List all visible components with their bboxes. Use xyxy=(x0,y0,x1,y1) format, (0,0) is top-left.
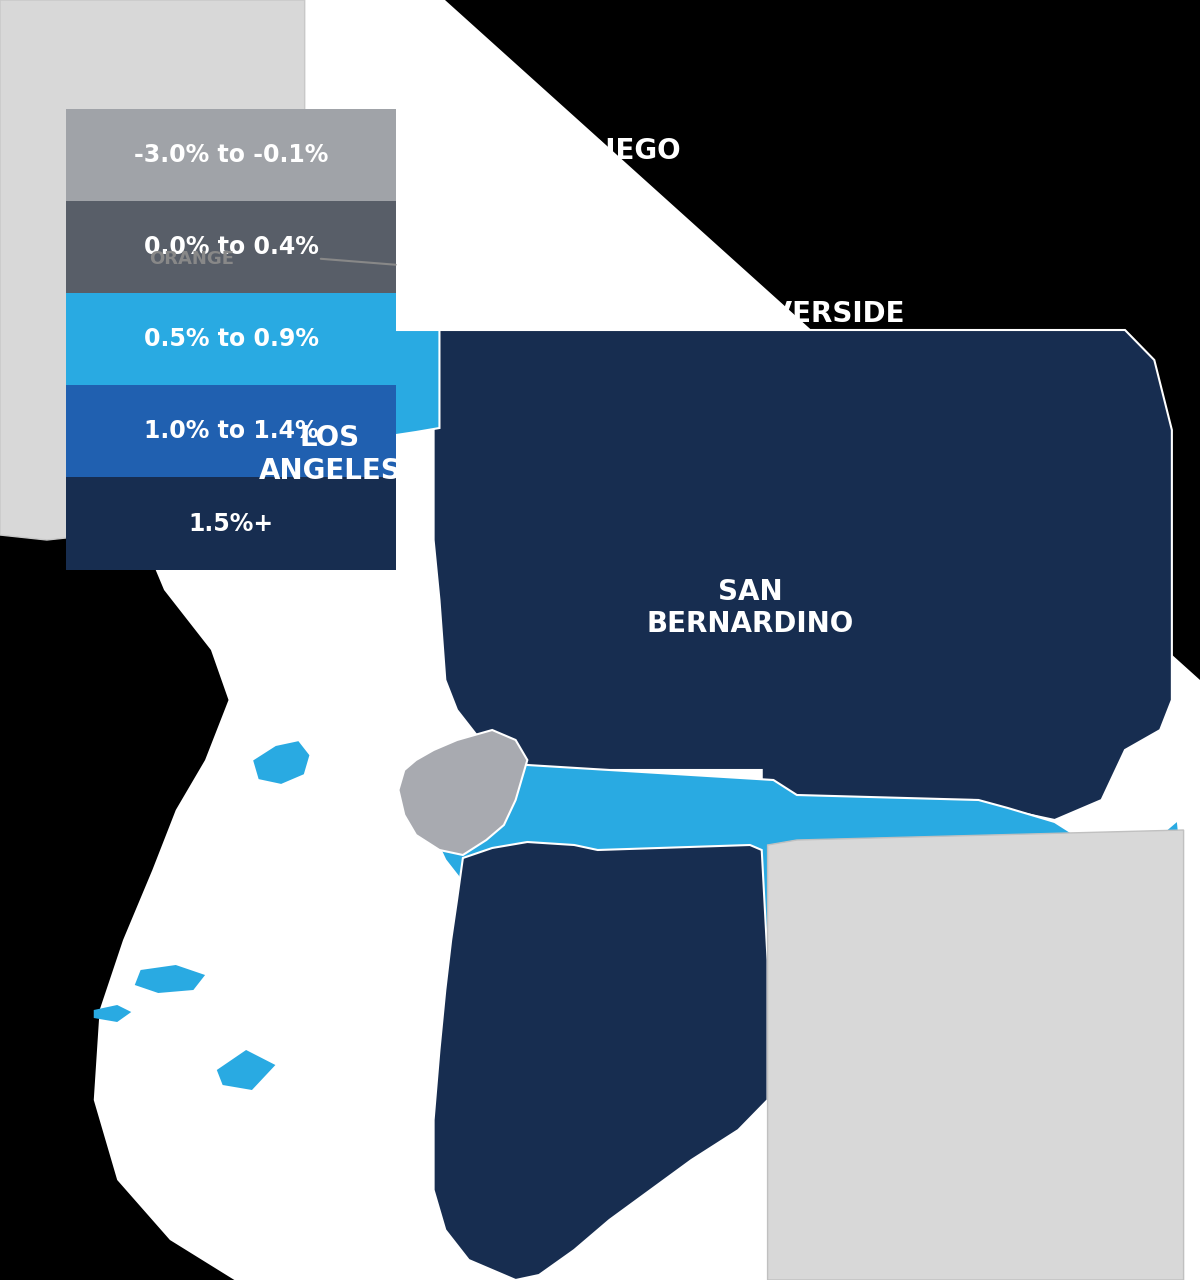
Text: ORANGE: ORANGE xyxy=(149,250,234,268)
Polygon shape xyxy=(217,1050,275,1091)
Text: SAN
BERNARDINO: SAN BERNARDINO xyxy=(647,577,853,639)
Polygon shape xyxy=(398,730,527,855)
Polygon shape xyxy=(433,842,768,1280)
FancyBboxPatch shape xyxy=(66,201,396,293)
Polygon shape xyxy=(252,740,311,785)
Text: LOS
ANGELES: LOS ANGELES xyxy=(259,424,401,485)
FancyBboxPatch shape xyxy=(66,385,396,477)
Text: 1.0% to 1.4%: 1.0% to 1.4% xyxy=(144,420,318,443)
Text: SAN DIEGO: SAN DIEGO xyxy=(508,137,680,165)
FancyBboxPatch shape xyxy=(66,293,396,385)
Polygon shape xyxy=(445,0,1200,680)
Polygon shape xyxy=(433,760,1183,960)
Text: 1.5%+: 1.5%+ xyxy=(188,512,274,535)
FancyBboxPatch shape xyxy=(66,109,396,201)
Polygon shape xyxy=(0,0,305,1280)
Polygon shape xyxy=(768,829,1183,1280)
Polygon shape xyxy=(433,330,1172,820)
FancyBboxPatch shape xyxy=(66,477,396,570)
Text: 0.0% to 0.4%: 0.0% to 0.4% xyxy=(144,236,318,259)
Text: 0.5% to 0.9%: 0.5% to 0.9% xyxy=(144,328,318,351)
Text: RIVERSIDE: RIVERSIDE xyxy=(739,300,905,328)
Text: -3.0% to -0.1%: -3.0% to -0.1% xyxy=(134,143,328,166)
Polygon shape xyxy=(134,965,205,993)
Polygon shape xyxy=(94,1005,131,1021)
Polygon shape xyxy=(0,0,305,540)
Polygon shape xyxy=(181,330,439,535)
